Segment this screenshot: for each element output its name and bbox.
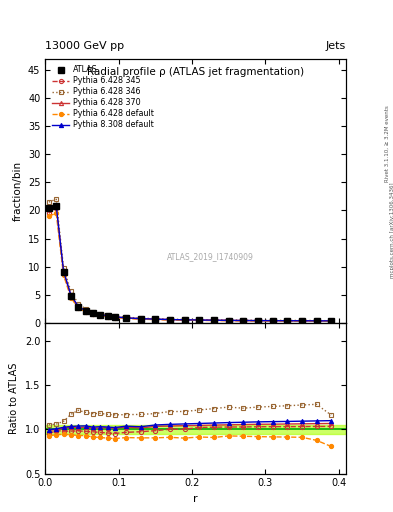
Text: Rivet 3.1.10, ≥ 3.2M events: Rivet 3.1.10, ≥ 3.2M events (385, 105, 389, 182)
Bar (45, 425, 346, 434)
X-axis label: r: r (193, 494, 198, 504)
Y-axis label: fraction/bin: fraction/bin (12, 161, 22, 221)
Legend: ATLAS, Pythia 6.428 345, Pythia 6.428 346, Pythia 6.428 370, Pythia 6.428 defaul: ATLAS, Pythia 6.428 345, Pythia 6.428 34… (49, 63, 157, 132)
Y-axis label: Ratio to ATLAS: Ratio to ATLAS (9, 362, 19, 434)
Text: Radial profile ρ (ATLAS jet fragmentation): Radial profile ρ (ATLAS jet fragmentatio… (87, 67, 304, 77)
Text: 13000 GeV pp: 13000 GeV pp (45, 41, 124, 51)
Text: mcplots.cern.ch [arXiv:1306.3436]: mcplots.cern.ch [arXiv:1306.3436] (390, 183, 393, 278)
Text: ATLAS_2019_I1740909: ATLAS_2019_I1740909 (167, 252, 254, 261)
Text: Jets: Jets (325, 41, 346, 51)
